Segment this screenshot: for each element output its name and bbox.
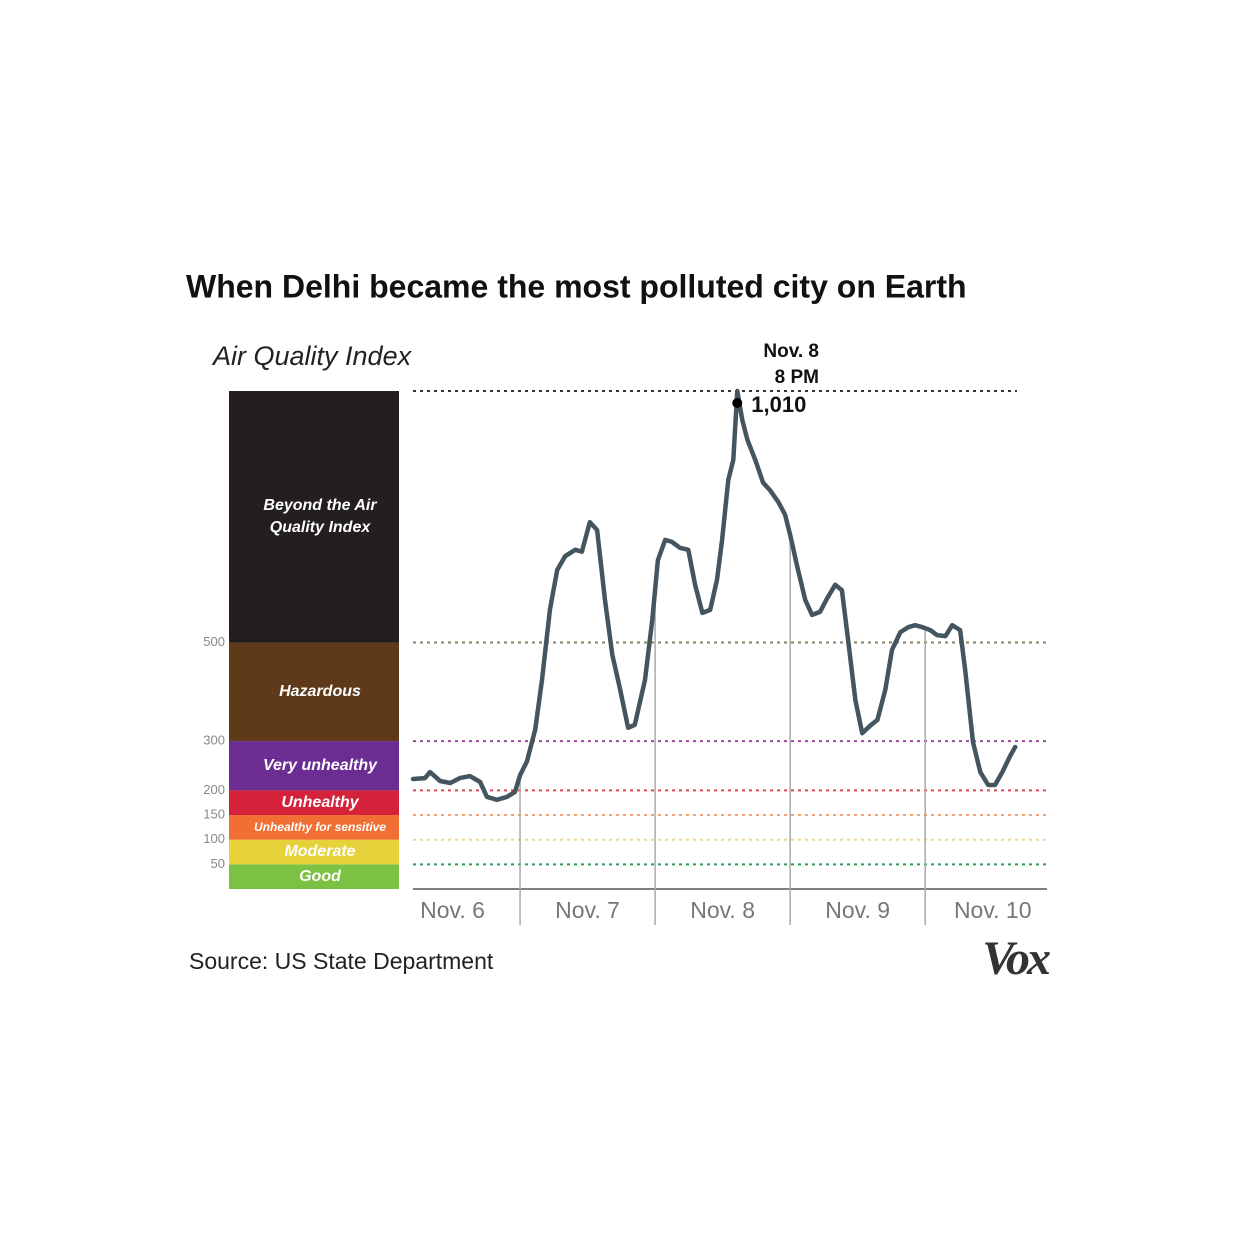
y-tick-label: 200 [203, 782, 225, 797]
y-tick-label: 50 [211, 856, 225, 871]
x-tick-label: Nov. 6 [420, 897, 485, 923]
aqi-band [229, 741, 399, 791]
chart-title: When Delhi became the most polluted city… [186, 268, 967, 304]
x-tick-label: Nov. 10 [954, 897, 1032, 923]
annotation-date: Nov. 8 [763, 341, 819, 362]
x-tick-label: Nov. 8 [690, 897, 755, 923]
aqi-band [229, 815, 399, 840]
band-label: Moderate [284, 843, 356, 861]
x-tick-label: Nov. 9 [825, 897, 890, 923]
band-label: Very unhealthy [262, 756, 378, 774]
x-tick-label: Nov. 7 [555, 897, 620, 923]
source: Source: US State Department [189, 948, 494, 974]
y-tick-label: 150 [203, 806, 225, 821]
aqi-band [229, 642, 399, 742]
aqi-band [229, 839, 399, 865]
band-label: Hazardous [279, 682, 361, 700]
band-label: Good [299, 867, 341, 885]
aqi-band [229, 790, 399, 816]
peak-point [732, 398, 743, 408]
y-tick-label: 100 [203, 831, 225, 846]
y-axis-label: Air Quality Index [211, 341, 413, 371]
logo: Vox [982, 932, 1050, 985]
band-label: Unhealthy [281, 793, 359, 811]
y-tick-label: 300 [203, 733, 225, 748]
y-tick-label: 500 [203, 634, 225, 649]
aqi-band [229, 864, 399, 889]
band-label: Beyond the Air Quality Index [263, 496, 377, 536]
aqi-line [410, 388, 1018, 803]
annotation-time: 8 PM [775, 367, 819, 388]
annotation-label: 1,010 [751, 392, 806, 417]
aqi-band [229, 391, 399, 643]
band-label: Unhealthy for sensitive [253, 820, 387, 835]
